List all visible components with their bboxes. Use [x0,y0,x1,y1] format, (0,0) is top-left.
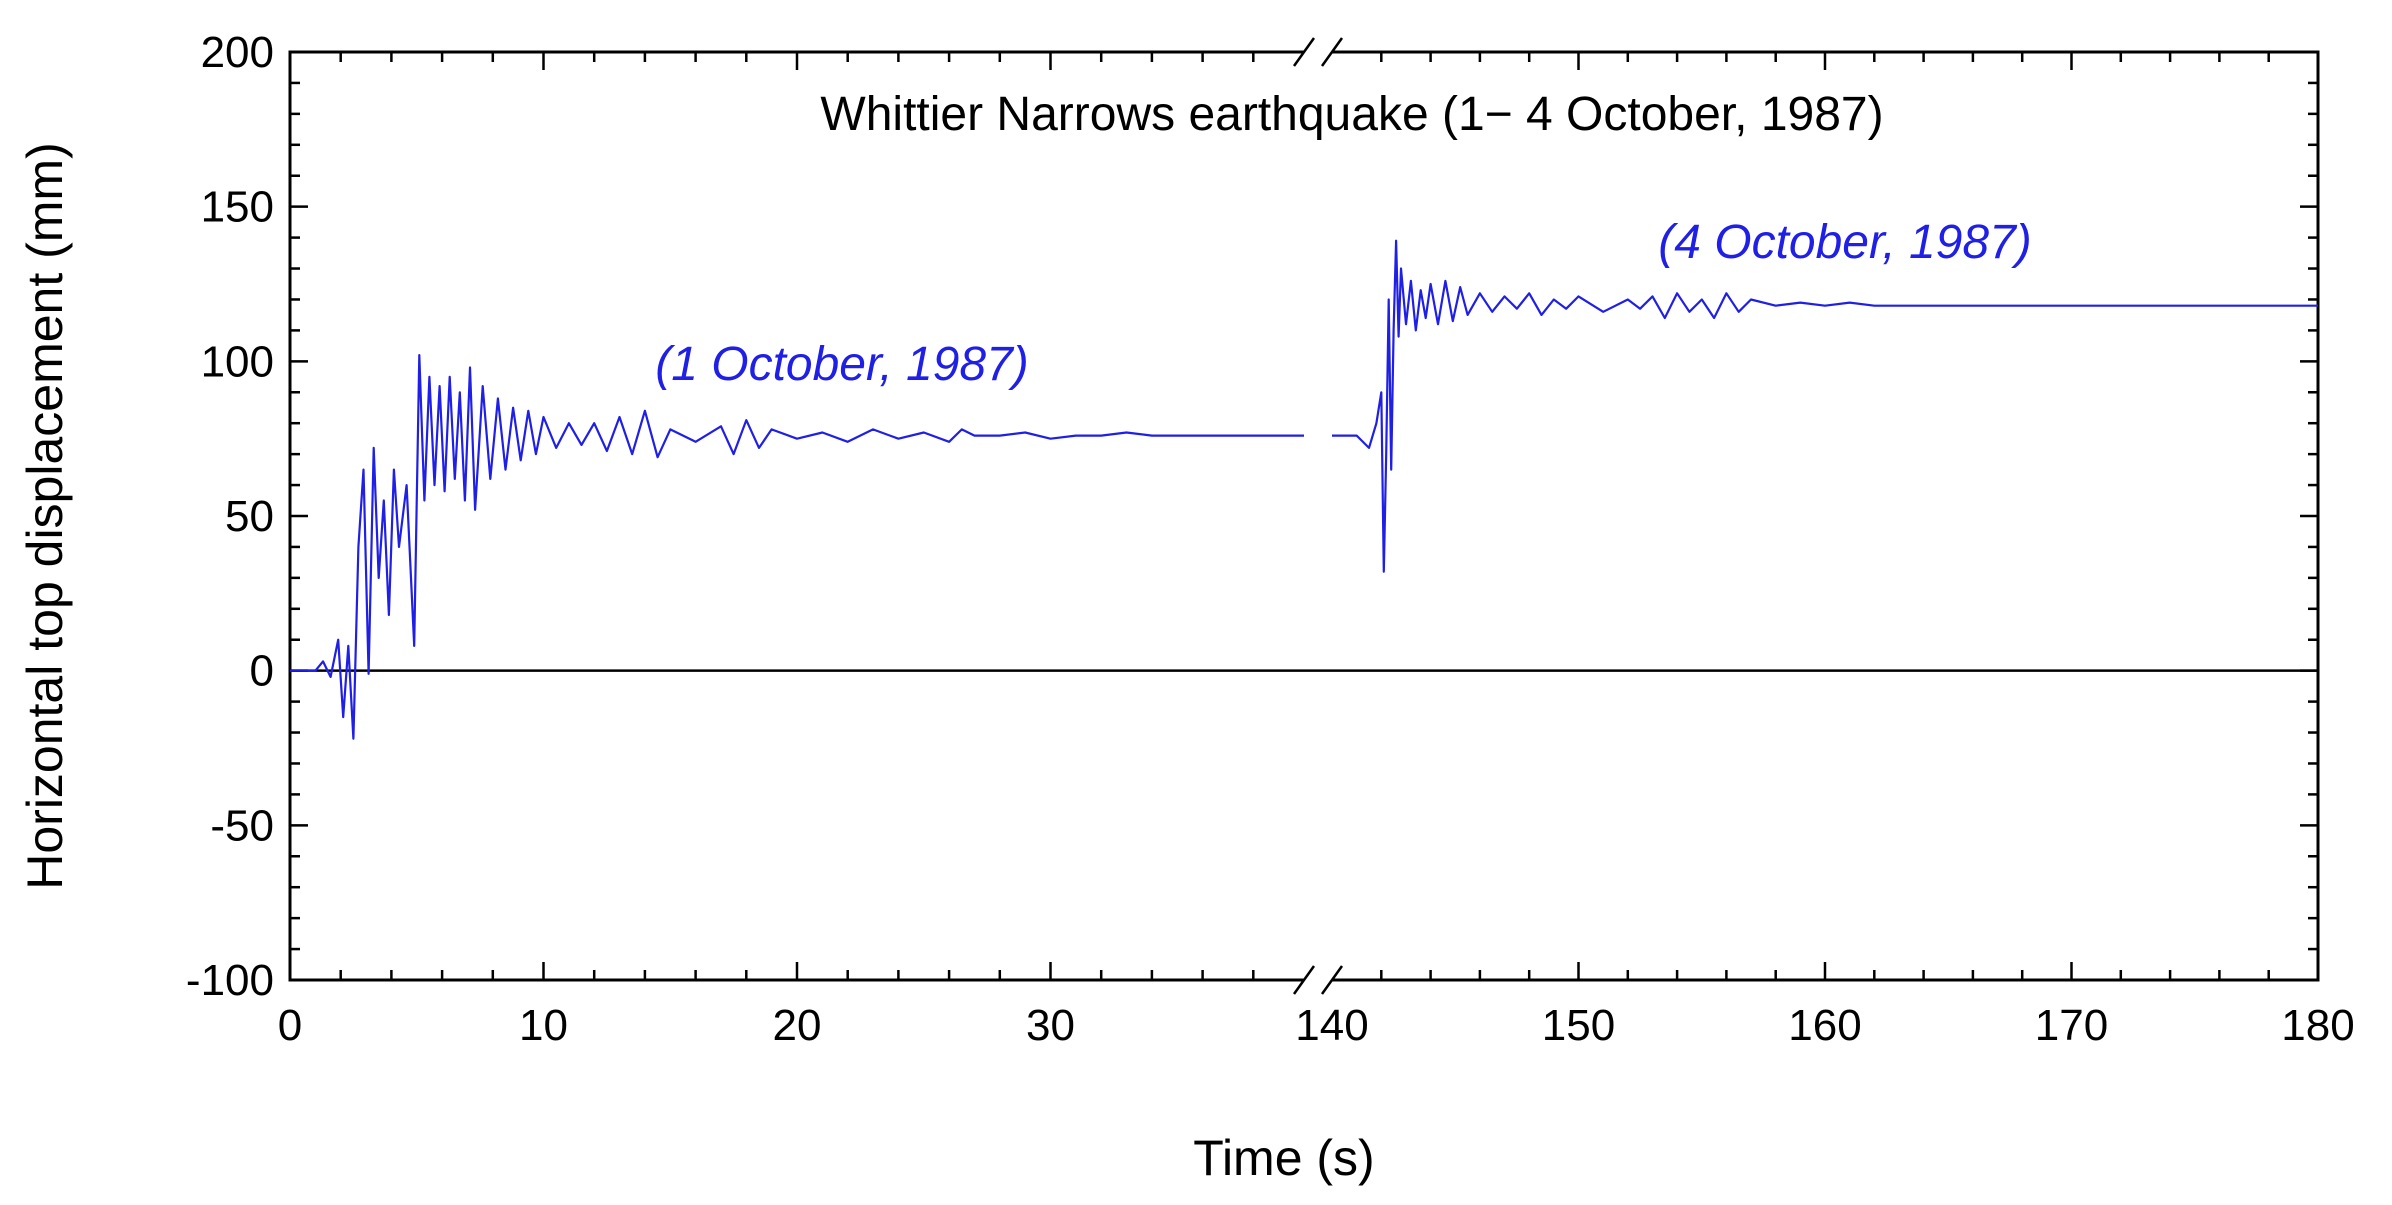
x-axis-title: Time (s) [1193,1130,1374,1186]
axis-break-slash [1292,965,1316,995]
chart-title: Whittier Narrows earthquake (1− 4 Octobe… [820,88,1883,141]
series-label-1-october: (1 October, 1987) [655,338,1029,391]
y-tick-label: 100 [201,337,274,386]
series-label-4-october: (4 October, 1987) [1658,216,2032,269]
x-tick-label: 0 [278,1001,302,1050]
series-lines [290,239,2318,740]
x-tick-label: 150 [1542,1001,1615,1050]
y-tick-label: -50 [210,801,274,850]
x-tick-label: 20 [773,1001,822,1050]
axis-break-slash [1292,37,1316,67]
axis-break-slash [1320,37,1344,67]
series-line-4-october [1332,239,2318,573]
y-tick-label: 50 [225,492,274,541]
plot-frame [288,50,2320,982]
y-tick-label: -100 [186,956,274,1005]
axis-break-slash [1320,965,1344,995]
axis-tick-labels: -100 -50 0 50 100 150 200 0 10 20 30 140 150 160 170 18… [186,28,2355,1050]
x-tick-label: 140 [1295,1001,1368,1050]
x-tick-label: 10 [519,1001,568,1050]
y-tick-label: 200 [201,28,274,77]
x-tick-label: 180 [2281,1001,2354,1050]
series-line-1-october [290,354,1304,740]
x-tick-label: 160 [1788,1001,1861,1050]
axis-ticks [288,50,2320,982]
y-tick-label: 150 [201,183,274,232]
x-tick-label: 30 [1026,1001,1075,1050]
x-tick-label: 170 [2035,1001,2108,1050]
y-tick-label: 0 [250,647,274,696]
axis-break-marks [1292,37,1344,995]
axis-break-gap [1304,48,1332,56]
axis-break-gap [1304,976,1332,984]
y-axis-title: Horizontal top displacement (mm) [17,142,73,890]
